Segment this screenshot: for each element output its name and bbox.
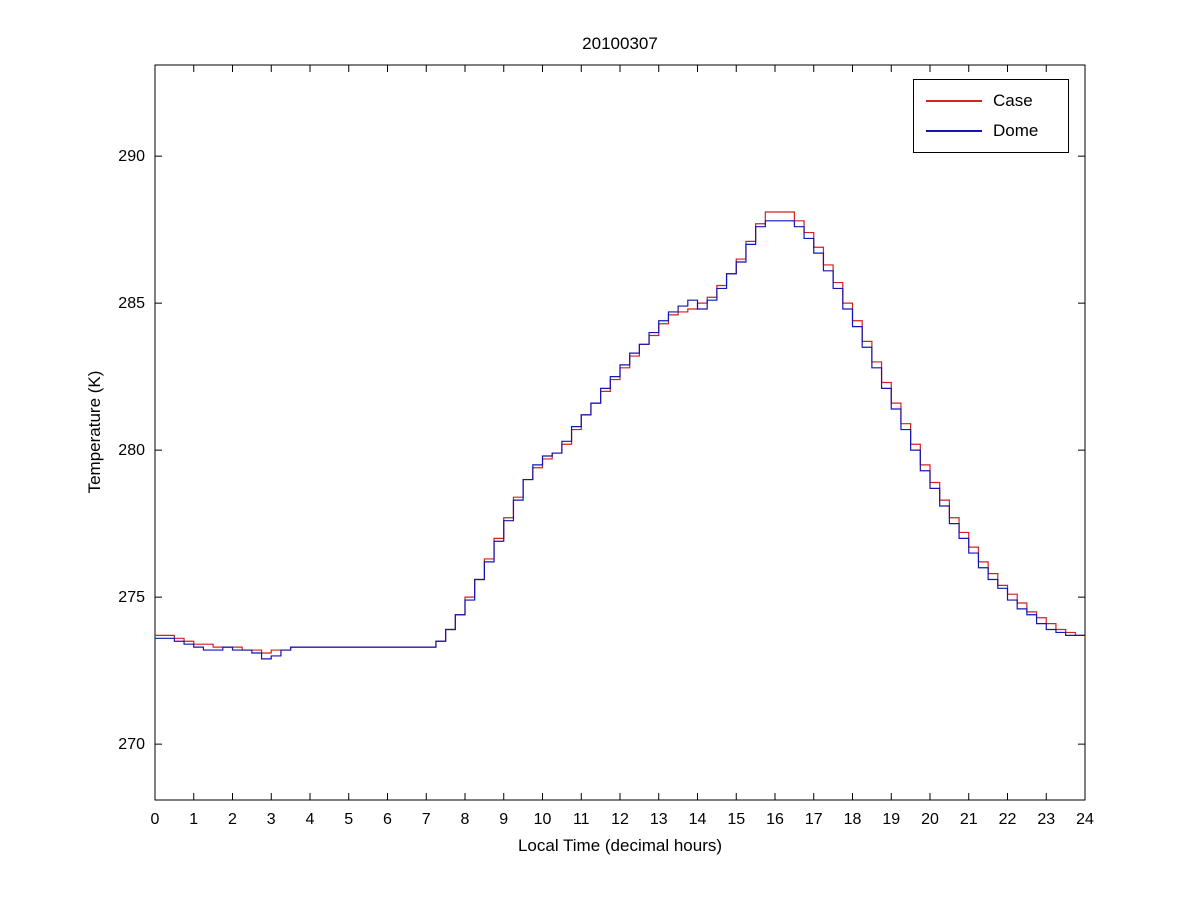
y-tick-label: 280 — [118, 442, 145, 459]
x-tick-label: 0 — [151, 811, 160, 828]
legend-label-case: Case — [993, 91, 1033, 110]
legend-line-dome — [926, 130, 982, 132]
x-tick-label: 21 — [960, 811, 978, 828]
x-tick-label: 12 — [611, 811, 629, 828]
series-line-case — [155, 211, 1085, 654]
x-tick-label: 10 — [534, 811, 552, 828]
x-tick-label: 23 — [1037, 811, 1055, 828]
y-axis-label: Temperature (K) — [85, 370, 104, 494]
y-tick-label: 285 — [118, 295, 145, 312]
x-tick-label: 18 — [844, 811, 862, 828]
legend-entry-dome: Dome — [914, 116, 1068, 146]
x-tick-label: 11 — [573, 811, 590, 828]
x-tick-label: 20 — [921, 811, 939, 828]
x-tick-label: 16 — [766, 811, 784, 828]
x-tick-label: 3 — [267, 811, 276, 828]
x-tick-label: 17 — [805, 811, 823, 828]
legend-label-dome: Dome — [993, 121, 1039, 140]
x-tick-label: 22 — [999, 811, 1017, 828]
x-tick-label: 24 — [1076, 811, 1094, 828]
legend-box: Case Dome — [913, 79, 1069, 153]
axes-box — [154, 64, 1086, 801]
y-tick-label: 290 — [118, 148, 145, 165]
x-tick-label: 13 — [650, 811, 668, 828]
x-tick-label: 9 — [499, 811, 508, 828]
legend-entry-case: Case — [914, 86, 1068, 116]
y-tick-label: 270 — [118, 736, 145, 753]
x-tick-label: 4 — [306, 811, 315, 828]
y-tick-label: 275 — [118, 589, 145, 606]
x-tick-label: 5 — [344, 811, 353, 828]
x-tick-label: 14 — [689, 811, 707, 828]
legend-line-case — [926, 100, 982, 102]
x-tick-label: 2 — [228, 811, 237, 828]
x-tick-label: 1 — [189, 811, 198, 828]
x-axis-label: Local Time (decimal hours) — [517, 836, 723, 855]
x-tick-label: 8 — [461, 811, 470, 828]
x-tick-label: 15 — [727, 811, 745, 828]
x-tick-label: 6 — [383, 811, 392, 828]
chart-title: 20100307 — [582, 34, 658, 53]
x-tick-label: 7 — [422, 811, 431, 828]
series-line-dome — [155, 220, 1085, 660]
x-tick-label: 19 — [882, 811, 900, 828]
